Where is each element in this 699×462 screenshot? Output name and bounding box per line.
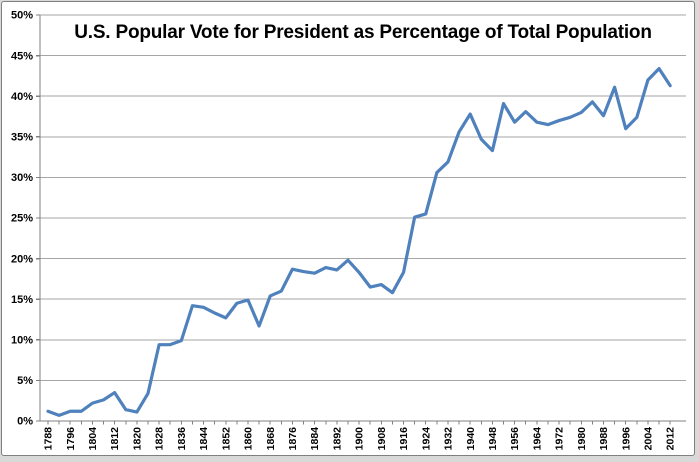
x-axis-tick-label: 2012 [665,427,677,451]
x-axis-tick-label: 1972 [554,427,566,451]
x-axis-tick-label: 1924 [420,427,432,451]
x-axis-tick-label: 1996 [620,427,632,451]
y-axis-tick-label: 15% [11,294,33,306]
chart-title: U.S. Popular Vote for President as Perce… [74,22,652,43]
y-axis-tick-label: 30% [11,172,33,184]
x-axis-tick-label: 1804 [87,427,99,451]
x-axis-tick-label: 1836 [176,427,188,451]
y-axis-tick-label: 50% [11,10,33,22]
y-axis-tick-label: 45% [11,50,33,62]
x-axis-tick-label: 1828 [154,427,166,451]
y-axis-tick-label: 0% [17,416,33,428]
x-axis-tick-label: 1900 [354,427,366,451]
x-axis-tick-label: 1940 [465,427,477,451]
x-axis-tick-label: 1788 [43,427,55,451]
y-axis-tick-label: 25% [11,213,33,225]
x-axis-tick-label: 1948 [487,427,499,451]
y-axis-tick-label: 10% [11,335,33,347]
x-axis-tick-label: 1908 [376,427,388,451]
x-axis-tick-label: 1860 [243,427,255,451]
x-axis-tick-label: 1932 [443,427,455,451]
x-axis-tick-label: 1916 [398,427,410,451]
y-axis-tick-label: 35% [11,132,33,144]
x-axis-tick-label: 1844 [198,427,210,451]
x-axis-tick-label: 1980 [576,427,588,451]
x-axis-tick-label: 1964 [531,427,543,451]
y-axis-tick-label: 20% [11,253,33,265]
x-axis-tick-label: 1796 [65,427,77,451]
data-line-series [46,66,672,417]
x-axis-tick-label: 1820 [131,427,143,451]
x-axis-tick-label: 1884 [309,427,321,451]
y-axis-tick-label: 5% [17,375,33,387]
x-axis-tick-label: 1876 [287,427,299,451]
x-axis-tick-label: 1852 [220,427,232,451]
x-axis-tick-label: 1988 [598,427,610,451]
x-axis-tick-label: 1812 [109,427,121,451]
x-axis-tick-label: 2004 [643,427,655,451]
y-axis-tick-label: 40% [11,91,33,103]
x-axis-tick-label: 1868 [265,427,277,451]
x-axis-tick-label: 1892 [331,427,343,451]
x-axis-tick-label: 1956 [509,427,521,451]
